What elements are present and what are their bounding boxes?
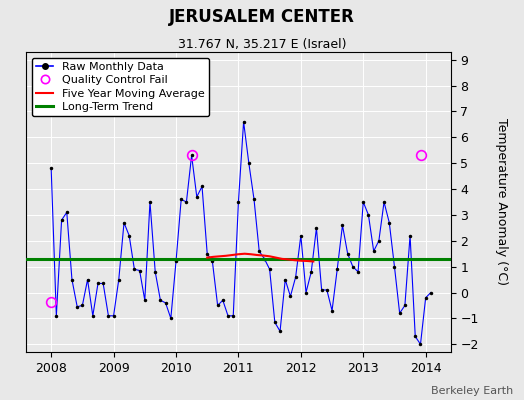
Legend: Raw Monthly Data, Quality Control Fail, Five Year Moving Average, Long-Term Tren: Raw Monthly Data, Quality Control Fail, … — [32, 58, 209, 116]
Text: Berkeley Earth: Berkeley Earth — [431, 386, 514, 396]
Text: JERUSALEM CENTER: JERUSALEM CENTER — [169, 8, 355, 26]
Y-axis label: Temperature Anomaly (°C): Temperature Anomaly (°C) — [495, 118, 508, 286]
Text: 31.767 N, 35.217 E (Israel): 31.767 N, 35.217 E (Israel) — [178, 38, 346, 51]
